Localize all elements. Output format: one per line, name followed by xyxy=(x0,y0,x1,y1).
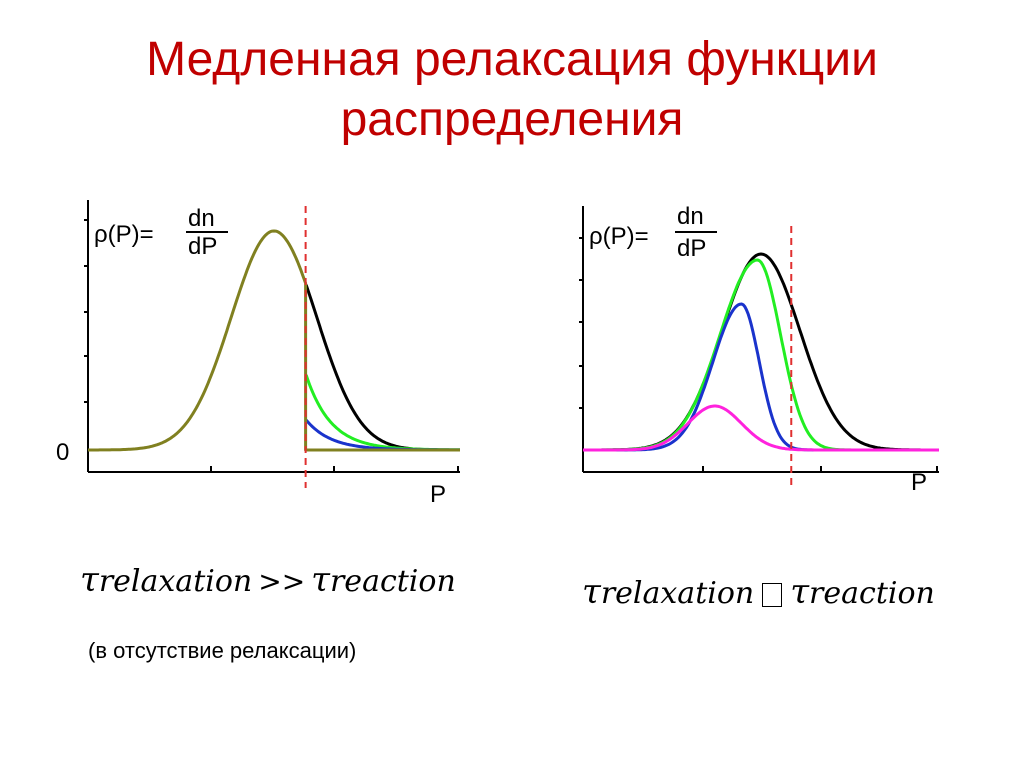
ylabel-num: dn xyxy=(677,203,704,230)
y-axis-label-left: ρ(P)= dn dP xyxy=(94,205,228,260)
x-axis-left xyxy=(88,466,460,473)
tau-symbol: τ xyxy=(80,560,99,600)
x-axis-right xyxy=(583,466,939,473)
series-line-1 xyxy=(583,258,939,452)
chart-left: 0 P ρ(P)= dn dP xyxy=(56,200,460,508)
ylabel-lhs: ρ(P)= xyxy=(94,221,154,248)
ylabel-den: dP xyxy=(677,235,706,262)
plot-area-left xyxy=(88,206,460,488)
much-greater-operator: >> xyxy=(258,565,306,598)
title-line-1: Медленная релаксация функции xyxy=(146,33,878,86)
tau-symbol: τ xyxy=(582,572,601,612)
series-line-3 xyxy=(583,404,939,452)
note-no-relaxation: (в отсутствие релаксации) xyxy=(88,638,357,663)
subscript-relaxation: relaxation xyxy=(600,576,755,611)
x-axis-label-left: P xyxy=(430,481,446,508)
y-axis-label-right: ρ(P)= dn dP xyxy=(589,203,717,262)
subscript-reaction: reaction xyxy=(809,576,935,611)
tau-symbol: τ xyxy=(790,572,810,612)
missing-glyph-box xyxy=(762,583,783,607)
y-axis-left xyxy=(84,200,89,472)
tau-symbol: τ xyxy=(311,560,330,600)
series-line-2 xyxy=(583,302,939,452)
series-line-0 xyxy=(583,252,939,452)
plot-area-right xyxy=(583,226,939,488)
subscript-reaction: reaction xyxy=(329,564,456,599)
title-line-2: распределения xyxy=(340,93,684,146)
ylabel-num: dn xyxy=(188,205,215,232)
subscript-relaxation: relaxation xyxy=(98,564,253,599)
series-line-0 xyxy=(304,284,460,452)
x-axis-label-right: P xyxy=(911,469,927,496)
series-line-3 xyxy=(88,229,460,452)
y-zero-label: 0 xyxy=(56,439,69,466)
y-axis-right xyxy=(579,206,584,472)
formula-left: τrelaxation >> τreaction xyxy=(80,560,456,600)
formula-right: τrelaxation τreaction xyxy=(582,572,935,612)
slide-title: Медленная релаксация функции распределен… xyxy=(0,30,1024,150)
chart-right: P ρ(P)= dn dP xyxy=(579,203,939,496)
ylabel-den: dP xyxy=(188,233,217,260)
ylabel-lhs: ρ(P)= xyxy=(589,223,649,250)
